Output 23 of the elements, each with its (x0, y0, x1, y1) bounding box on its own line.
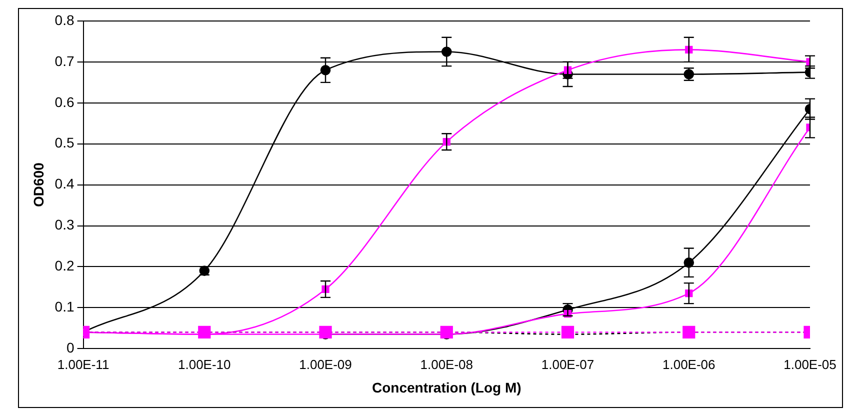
y-axis-title: OD600 (30, 162, 46, 207)
x-tick-label: 1.00E-08 (420, 356, 474, 372)
y-tick-label: 0.7 (54, 52, 74, 69)
point (319, 326, 332, 339)
point (440, 326, 453, 339)
y-tick-label: 0 (66, 339, 74, 356)
point (682, 326, 696, 339)
point (561, 326, 574, 339)
y-tick-label: 0.5 (54, 134, 74, 151)
y-tick-label: 0.2 (54, 258, 74, 274)
x-tick-label: 1.00E-10 (178, 356, 231, 372)
x-tick-label: 1.00E-07 (541, 356, 594, 372)
y-tick-label: 0.1 (54, 298, 74, 315)
x-tick-label: 1.00E-06 (662, 356, 716, 372)
y-tick-label: 0.6 (54, 94, 74, 110)
y-tick-label: 0.8 (54, 12, 74, 28)
y-tick-label: 0.4 (54, 176, 74, 192)
x-tick-label: 1.00E-09 (299, 356, 352, 372)
point (198, 326, 211, 339)
x-axis-title: Concentration (Log M) (372, 379, 522, 396)
x-tick-label: 1.00E-11 (57, 356, 110, 372)
x-tick-label: 1.00E-05 (784, 356, 836, 372)
y-tick-label: 0.3 (54, 216, 74, 233)
